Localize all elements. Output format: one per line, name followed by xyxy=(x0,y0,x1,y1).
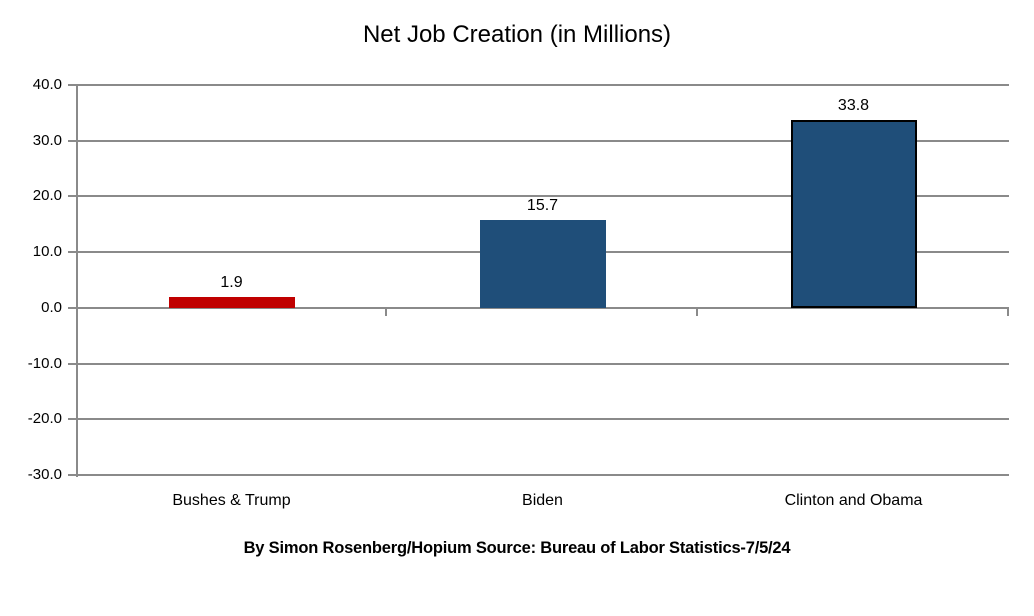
y-axis-tick xyxy=(68,418,76,421)
chart-footer: By Simon Rosenberg/Hopium Source: Bureau… xyxy=(243,539,791,557)
y-axis-tick xyxy=(68,84,76,86)
gridline xyxy=(76,139,1009,142)
y-axis-line xyxy=(76,85,78,477)
category-axis-tick xyxy=(385,307,387,316)
y-tick-label: 10.0 xyxy=(32,243,62,261)
y-tick-label: -20.0 xyxy=(27,410,62,428)
gridline xyxy=(76,195,1009,198)
bar xyxy=(168,297,295,308)
y-tick-label: 20.0 xyxy=(32,187,62,205)
y-axis-tick xyxy=(68,195,76,198)
category-axis-tick xyxy=(1007,307,1009,316)
y-axis-tick xyxy=(68,139,76,142)
y-axis-tick xyxy=(68,474,76,476)
bar xyxy=(479,220,606,308)
y-tick-label: -30.0 xyxy=(27,466,62,483)
gridline xyxy=(76,418,1009,421)
category-label: Clinton and Obama xyxy=(784,492,923,509)
gridline xyxy=(76,306,1009,309)
bar-data-label: 15.7 xyxy=(526,197,559,215)
y-axis-tick xyxy=(68,251,76,254)
bar xyxy=(790,119,917,308)
y-axis-tick xyxy=(68,362,76,365)
y-tick-label: 30.0 xyxy=(32,131,62,149)
bar-data-label: 1.9 xyxy=(220,274,243,292)
y-tick-label: 0.0 xyxy=(41,298,62,316)
y-tick-label: -10.0 xyxy=(27,354,62,372)
plot-area: 1.9 15.7 33.8 xyxy=(68,84,1009,477)
gridline xyxy=(76,362,1009,365)
y-axis-tick xyxy=(68,306,76,309)
category-label: Bushes & Trump xyxy=(172,492,291,509)
bar-data-label: 33.8 xyxy=(837,96,870,114)
gridline xyxy=(76,474,1009,476)
y-tick-label: 40.0 xyxy=(32,76,62,93)
category-label: Biden xyxy=(522,492,563,509)
gridline xyxy=(76,84,1009,86)
category-axis-tick xyxy=(696,307,698,316)
chart-title: Net Job Creation (in Millions) xyxy=(362,21,672,48)
